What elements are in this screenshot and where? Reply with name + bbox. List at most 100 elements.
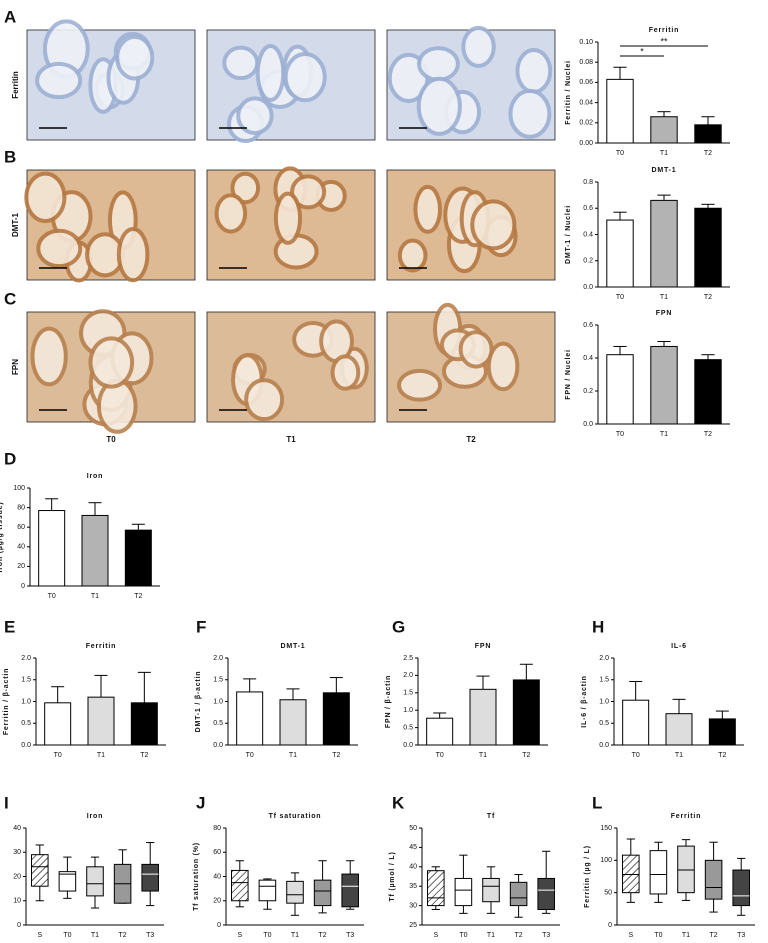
box — [427, 870, 445, 907]
chart-title: FPN — [656, 310, 672, 317]
crypt — [35, 61, 83, 100]
box — [86, 866, 104, 897]
bar — [124, 529, 152, 587]
x-tick-label: T3 — [146, 932, 154, 939]
x-tick-label: T0 — [436, 752, 444, 759]
box — [231, 869, 249, 902]
chart-title: Tf saturation — [269, 813, 322, 820]
x-tick-label: T1 — [91, 593, 99, 600]
crypt — [417, 46, 460, 82]
x-tick-label: T1 — [289, 752, 297, 759]
crypt — [461, 25, 496, 68]
y-tick-label: 0.00 — [579, 140, 593, 147]
crypt — [236, 96, 274, 136]
y-axis-label: DMT-1 / Nuclei — [565, 205, 572, 264]
crypt — [24, 171, 67, 224]
y-tick-label: 30 — [409, 902, 417, 909]
crypt — [244, 378, 285, 422]
bar — [279, 699, 307, 746]
x-tick-label: T2 — [134, 593, 142, 600]
x-tick-label: S — [37, 932, 42, 939]
chart-title: Ferritin — [86, 643, 117, 650]
y-tick-label: 0.06 — [579, 79, 593, 86]
x-tick-label: T0 — [246, 752, 254, 759]
crypt — [330, 354, 361, 391]
panel-letter: F — [196, 617, 206, 636]
crypt — [397, 238, 428, 273]
bar — [650, 345, 678, 425]
x-tick-label: T0 — [459, 932, 467, 939]
y-axis-label: Iron (µg/g tissue) — [0, 502, 4, 573]
y-tick-label: 20 — [213, 898, 221, 905]
bar — [650, 199, 678, 288]
y-tick-label: 0.5 — [403, 724, 413, 731]
crypt — [255, 44, 286, 102]
y-tick-label: 0.2 — [583, 388, 593, 395]
crypt — [116, 226, 150, 283]
row-label: FPN — [11, 359, 20, 375]
crypt — [515, 48, 553, 94]
x-tick-label: T2 — [704, 431, 712, 438]
y-tick-label: 0.4 — [583, 355, 593, 362]
x-tick-label: T0 — [654, 932, 662, 939]
y-tick-label: 0.0 — [213, 742, 223, 749]
bar — [606, 78, 634, 144]
panel-letter: E — [4, 617, 15, 636]
y-tick-label: 30 — [13, 849, 21, 856]
bar — [44, 702, 72, 746]
panel-letter: D — [4, 449, 16, 468]
x-tick-label: T0 — [54, 752, 62, 759]
y-tick-label: 2.0 — [21, 655, 31, 662]
box — [454, 877, 473, 907]
panel-letter: L — [592, 793, 602, 812]
panel-letter: K — [392, 793, 405, 812]
y-tick-label: 0.6 — [583, 322, 593, 329]
y-tick-label: 0.0 — [599, 742, 609, 749]
bar — [469, 688, 497, 746]
x-tick-label: T1 — [660, 294, 668, 301]
y-tick-label: 40 — [213, 873, 221, 880]
crypt — [96, 378, 138, 434]
micrograph-grid — [24, 19, 556, 434]
y-tick-label: 20 — [13, 873, 21, 880]
crypt — [222, 45, 260, 81]
bar — [512, 679, 540, 746]
y-tick-label: 40 — [17, 544, 25, 551]
x-tick-label: T2 — [140, 752, 148, 759]
x-tick-label: T1 — [97, 752, 105, 759]
x-tick-label: T1 — [91, 932, 99, 939]
y-axis-label: Ferritin (µg / L) — [584, 845, 591, 908]
box — [58, 871, 77, 892]
crypt — [30, 326, 68, 387]
crypt — [290, 174, 327, 210]
x-tick-label: T1 — [487, 932, 495, 939]
box — [704, 859, 723, 900]
y-tick-label: 0.02 — [579, 120, 593, 127]
y-tick-label: 1.5 — [599, 677, 609, 684]
y-tick-label: 0.5 — [213, 720, 223, 727]
y-axis-label: Tf (µmol / L) — [389, 851, 396, 901]
y-axis-label: Ferritin / Nuclei — [565, 60, 572, 125]
x-tick-label: T1 — [675, 752, 683, 759]
crypt — [470, 199, 517, 251]
y-tick-label: 1.5 — [21, 677, 31, 684]
x-tick-label: T2 — [704, 294, 712, 301]
y-tick-label: 0.04 — [579, 99, 593, 106]
column-label: T1 — [286, 435, 296, 444]
crypt — [458, 330, 494, 369]
x-tick-label: T0 — [616, 294, 624, 301]
y-tick-label: 80 — [17, 504, 25, 511]
chart-title: Iron — [87, 813, 103, 820]
crypt — [283, 51, 327, 103]
x-tick-label: S — [433, 932, 438, 939]
y-tick-label: 80 — [213, 825, 221, 832]
bar — [650, 116, 678, 144]
y-axis-label: Tf saturation (%) — [193, 842, 200, 911]
bar — [622, 699, 650, 746]
y-tick-label: 40 — [409, 864, 417, 871]
x-tick-label: T2 — [718, 752, 726, 759]
chart-title: FPN — [475, 643, 491, 650]
chart-title: DMT-1 — [281, 643, 306, 650]
bar — [606, 354, 634, 425]
x-tick-label: T2 — [710, 932, 718, 939]
